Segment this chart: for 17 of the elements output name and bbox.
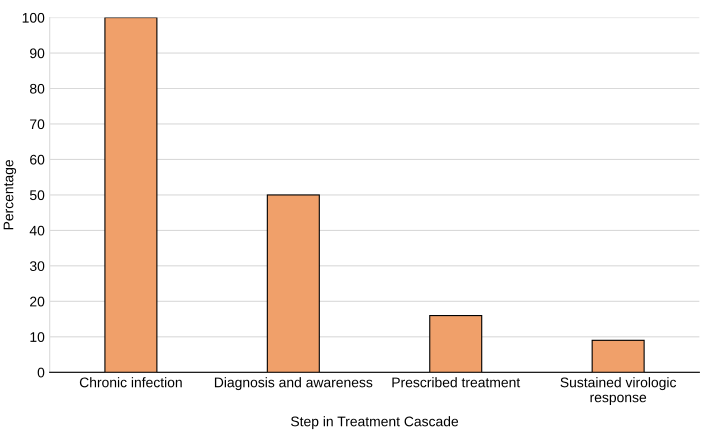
y-tick-label: 80 [30,84,44,94]
y-tick-label: 50 [30,190,44,200]
x-tick-label: Prescribed treatment [392,377,520,388]
y-tick-label: 10 [30,332,44,342]
y-tick-label: 0 [38,368,44,378]
y-tick-label: 30 [30,261,44,272]
y-tick-label: 70 [30,119,44,130]
y-axis-title: Percentage [4,160,16,230]
y-tick-label: 60 [30,154,44,165]
x-tick-label: Chronic infection [80,377,182,388]
x-tick-label: Sustained virologic response [560,377,676,406]
y-tick-label: 90 [30,48,44,58]
y-tick-label: 40 [30,226,44,236]
y-tick-label: 100 [22,12,44,23]
x-axis-title: Step in Treatment Cascade [291,416,458,430]
y-tick-label: 20 [30,296,44,306]
x-tick-label: Diagnosis and awareness [214,377,372,390]
